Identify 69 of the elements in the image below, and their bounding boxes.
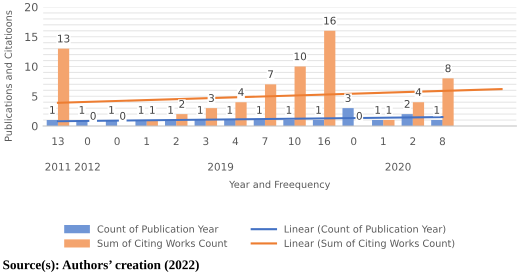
data-label: 0 bbox=[120, 112, 126, 120]
legend-label: Linear (Count of Publication Year) bbox=[284, 225, 446, 234]
data-label: 1 bbox=[316, 106, 321, 114]
data-label: 16 bbox=[324, 16, 336, 25]
data-label: 1 bbox=[434, 106, 440, 114]
bar bbox=[442, 78, 454, 126]
y-axis-title: Publications and Citatioons bbox=[4, 10, 12, 141]
text: 2012 bbox=[75, 162, 100, 171]
x-tick-label: 10 bbox=[289, 137, 300, 146]
data-label: 1 bbox=[138, 106, 144, 114]
legend-label: Count of Publication Year bbox=[98, 225, 218, 233]
x-tick-label: 0 bbox=[114, 137, 120, 146]
x-tick-label: 8 bbox=[440, 137, 446, 146]
text: 2011 bbox=[45, 162, 70, 171]
y-tick-label: 20 bbox=[24, 2, 38, 12]
x-tick-label: 2 bbox=[174, 137, 179, 146]
x-tick-label: 13 bbox=[52, 137, 64, 146]
data-label: 4 bbox=[416, 88, 422, 96]
data-label: 1 bbox=[198, 106, 203, 114]
data-label: 1 bbox=[109, 106, 114, 114]
data-label: 0 bbox=[90, 112, 96, 120]
data-label: 1 bbox=[375, 106, 380, 114]
source-note: Source(s): Authors’ creation (2022) bbox=[3, 260, 199, 272]
bar bbox=[383, 120, 395, 126]
data-label: 8 bbox=[445, 64, 451, 72]
bar bbox=[46, 120, 58, 126]
data-label: 1 bbox=[50, 106, 55, 114]
x-tick-label: 16 bbox=[318, 137, 330, 146]
data-label: 1 bbox=[168, 106, 173, 114]
x-tick-label: 0 bbox=[84, 137, 90, 146]
bar bbox=[431, 120, 442, 126]
legend-label: Linear (Sum of Citing Works Count) bbox=[284, 239, 454, 249]
data-label: 13 bbox=[58, 34, 70, 42]
data-label: 1 bbox=[386, 106, 392, 114]
data-label: 4 bbox=[238, 88, 244, 96]
text: 2020 bbox=[386, 162, 411, 171]
bar bbox=[58, 48, 70, 126]
data-label: 3 bbox=[208, 94, 214, 102]
data-label: 1 bbox=[257, 106, 262, 114]
x-tick-label: 1 bbox=[381, 137, 386, 146]
legend-label: Sum of Citing Works Count bbox=[98, 239, 228, 249]
x-tick-label: 2 bbox=[410, 137, 416, 146]
bar bbox=[312, 120, 324, 126]
y-tick-label: 0 bbox=[32, 122, 38, 130]
y-tick-label: 15 bbox=[25, 32, 38, 42]
data-label: 2 bbox=[404, 100, 410, 108]
data-label: 1 bbox=[286, 106, 292, 114]
data-label: 2 bbox=[179, 100, 184, 108]
bar bbox=[372, 120, 384, 126]
x-tick-label: 1 bbox=[144, 137, 150, 146]
bar bbox=[254, 120, 265, 126]
y-tick-label: 5 bbox=[32, 92, 38, 101]
bar bbox=[283, 120, 295, 126]
y-tick-label: 10 bbox=[25, 62, 38, 71]
data-label: 0 bbox=[356, 112, 362, 120]
text: 2019 bbox=[208, 162, 234, 171]
data-label: 1 bbox=[150, 106, 155, 114]
data-label: 7 bbox=[268, 70, 274, 78]
x-tick-label: 4 bbox=[232, 137, 238, 146]
x-axis-title: Year and Freequency bbox=[229, 180, 330, 190]
bar bbox=[324, 30, 336, 126]
data-label: 3 bbox=[346, 94, 351, 102]
data-label: 1 bbox=[228, 106, 232, 114]
x-tick-label: 7 bbox=[262, 137, 268, 146]
data-label: 10 bbox=[294, 52, 306, 60]
data-label: 1 bbox=[80, 106, 84, 114]
x-tick-label: 3 bbox=[203, 137, 208, 146]
bar bbox=[294, 66, 306, 126]
x-tick-label: 0 bbox=[351, 137, 356, 146]
